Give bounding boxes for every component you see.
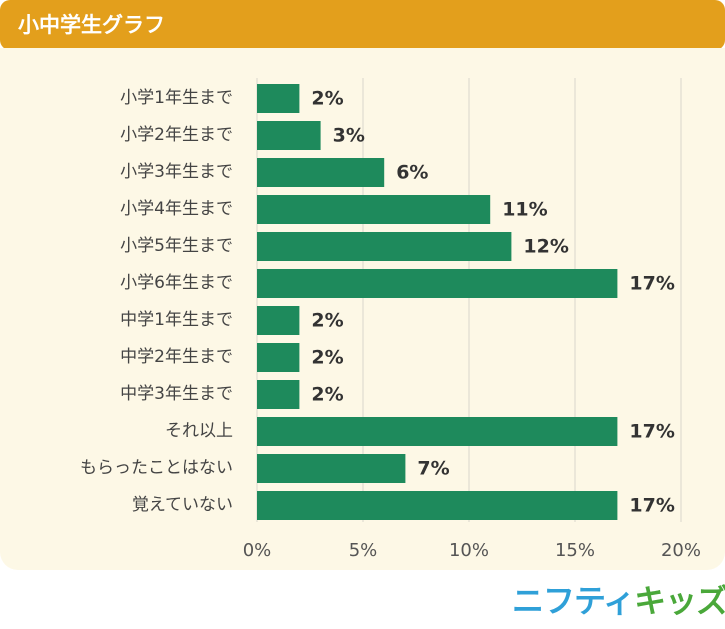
category-label: 中学1年生まで [120, 310, 233, 330]
x-tick-label: 20% [661, 540, 701, 561]
data-label: 17% [629, 273, 674, 295]
bar [257, 195, 491, 224]
logo-text-kids: キッズ [634, 582, 725, 620]
category-label: 小学1年生まで [120, 88, 233, 108]
bar [257, 232, 512, 261]
bar [257, 158, 385, 187]
bar [257, 269, 618, 298]
category-label: 小学4年生まで [120, 199, 233, 219]
nifty-kids-logo[interactable]: ニフティキッズ [512, 576, 725, 620]
category-label: 小学2年生まで [120, 125, 233, 145]
x-tick-label: 10% [449, 540, 489, 561]
x-tick-label: 0% [243, 540, 272, 561]
data-label: 11% [502, 199, 547, 221]
x-tick-label: 15% [555, 540, 595, 561]
bar [257, 306, 300, 335]
data-label: 17% [629, 421, 674, 443]
bar [257, 417, 618, 446]
category-label: もらったことはない [80, 458, 233, 478]
data-label: 12% [523, 236, 568, 258]
data-label: 7% [417, 458, 449, 480]
category-label: 中学3年生まで [120, 384, 233, 404]
logo-text-nifty: ニフティ [512, 582, 635, 620]
bar [257, 454, 406, 483]
bar [257, 121, 321, 150]
bar [257, 380, 300, 409]
data-label: 2% [311, 347, 343, 369]
category-label: 小学3年生まで [120, 162, 233, 182]
category-label: それ以上 [165, 421, 233, 441]
bar [257, 84, 300, 113]
bar [257, 491, 618, 520]
data-label: 2% [311, 88, 343, 110]
x-tick-label: 5% [349, 540, 378, 561]
data-label: 17% [629, 495, 674, 517]
category-label: 中学2年生まで [120, 347, 233, 367]
category-label: 覚えていない [132, 495, 233, 515]
chart-header: 小中学生グラフ [0, 0, 725, 50]
data-label: 2% [311, 310, 343, 332]
data-label: 2% [311, 384, 343, 406]
chart-title: 小中学生グラフ [18, 13, 165, 37]
bar [257, 343, 300, 372]
category-label: 小学5年生まで [120, 236, 233, 256]
category-label: 小学6年生まで [120, 273, 233, 293]
data-label: 3% [333, 125, 365, 147]
data-label: 6% [396, 162, 428, 184]
